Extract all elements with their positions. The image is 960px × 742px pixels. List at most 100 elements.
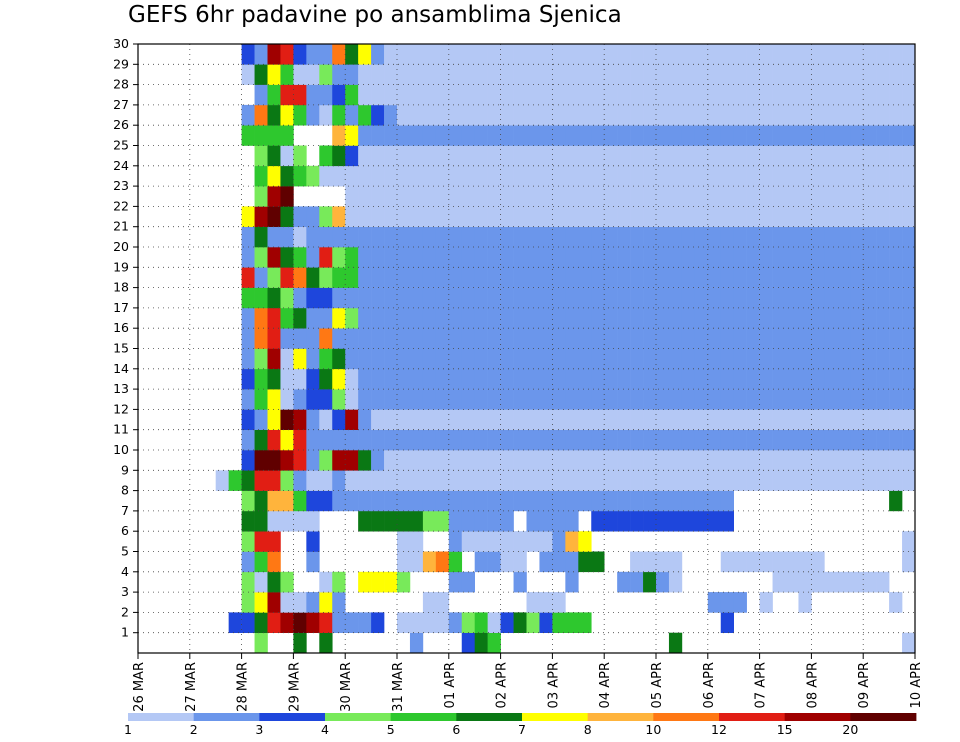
heatmap-cell bbox=[552, 409, 566, 430]
heatmap-cell bbox=[539, 592, 553, 613]
heatmap-cell bbox=[876, 206, 890, 227]
heatmap-cell bbox=[591, 206, 605, 227]
chart-title: GEFS 6hr padavine po ansamblima Sjenica bbox=[128, 2, 622, 28]
heatmap-cell bbox=[643, 571, 657, 593]
heatmap-cell bbox=[681, 226, 696, 248]
heatmap-cell bbox=[565, 165, 579, 187]
heatmap-cell bbox=[889, 64, 903, 85]
heatmap-cell bbox=[474, 145, 488, 167]
heatmap-cell bbox=[526, 348, 540, 370]
heatmap-cell bbox=[694, 145, 709, 167]
heatmap-cell bbox=[358, 368, 372, 390]
heatmap-cell bbox=[293, 510, 307, 532]
heatmap-cell bbox=[448, 450, 463, 471]
heatmap-cell bbox=[397, 247, 411, 268]
heatmap-cell bbox=[487, 104, 501, 126]
heatmap-cell bbox=[267, 186, 281, 207]
heatmap-cell bbox=[863, 125, 877, 146]
heatmap-cell bbox=[604, 145, 618, 167]
heatmap-cell bbox=[358, 450, 372, 471]
heatmap-cell bbox=[345, 84, 359, 106]
heatmap-cell bbox=[630, 551, 644, 573]
heatmap-cell bbox=[552, 592, 566, 613]
heatmap-cell bbox=[461, 632, 475, 654]
heatmap-cell bbox=[733, 44, 747, 65]
heatmap-cell bbox=[332, 226, 346, 248]
heatmap-cell bbox=[409, 307, 424, 329]
heatmap-cell bbox=[720, 490, 734, 512]
heatmap-cell bbox=[539, 247, 553, 268]
heatmap-cell bbox=[772, 450, 786, 471]
heatmap-cell bbox=[539, 368, 553, 390]
heatmap-cell bbox=[513, 450, 527, 471]
heatmap-cell bbox=[643, 104, 657, 126]
heatmap-cell bbox=[526, 612, 540, 633]
heatmap-cell bbox=[772, 307, 786, 329]
heatmap-cell bbox=[461, 104, 475, 126]
heatmap-cell bbox=[384, 165, 398, 187]
heatmap-cell bbox=[643, 389, 657, 410]
heatmap-cell bbox=[811, 429, 825, 451]
heatmap-cell bbox=[280, 409, 294, 430]
heatmap-cell bbox=[267, 84, 281, 106]
heatmap-cell bbox=[850, 64, 864, 85]
heatmap-cell bbox=[565, 287, 579, 309]
heatmap-cell bbox=[772, 368, 786, 390]
heatmap-cell bbox=[435, 409, 450, 430]
heatmap-cell bbox=[280, 64, 294, 85]
heatmap-cell bbox=[902, 348, 916, 370]
heatmap-cell bbox=[397, 226, 411, 248]
heatmap-cell bbox=[500, 145, 514, 167]
heatmap-cell bbox=[720, 592, 734, 613]
heatmap-cell bbox=[461, 470, 475, 491]
colorbar-label: 12 bbox=[711, 722, 727, 737]
heatmap-cell bbox=[539, 490, 553, 512]
heatmap-cell bbox=[656, 84, 670, 106]
heatmap-cell bbox=[668, 510, 683, 532]
heatmap-cell bbox=[694, 389, 709, 410]
heatmap-cell bbox=[371, 145, 385, 167]
heatmap-cell bbox=[306, 165, 320, 187]
heatmap-cell bbox=[552, 307, 566, 329]
heatmap-cell bbox=[876, 328, 890, 349]
heatmap-cell bbox=[811, 226, 825, 248]
heatmap-cell bbox=[889, 165, 903, 187]
heatmap-cell bbox=[565, 429, 579, 451]
heatmap-cell bbox=[746, 104, 760, 126]
heatmap-cell bbox=[448, 490, 463, 512]
heatmap-cell bbox=[876, 571, 890, 593]
heatmap-cell bbox=[461, 531, 475, 552]
heatmap-cell bbox=[565, 247, 579, 268]
y-tick-label: 15 bbox=[113, 341, 129, 356]
heatmap-cell bbox=[409, 145, 424, 167]
heatmap-cell bbox=[254, 450, 268, 471]
heatmap-cell bbox=[280, 287, 294, 309]
heatmap-cell bbox=[306, 247, 320, 268]
heatmap-cell bbox=[643, 409, 657, 430]
heatmap-cell bbox=[306, 368, 320, 390]
heatmap-cell bbox=[720, 44, 734, 65]
heatmap-cell bbox=[384, 64, 398, 85]
heatmap-cell bbox=[746, 307, 760, 329]
heatmap-cell bbox=[837, 389, 851, 410]
heatmap-cell bbox=[720, 389, 734, 410]
heatmap-cell bbox=[500, 470, 514, 491]
heatmap-cell bbox=[409, 510, 424, 532]
heatmap-cell bbox=[759, 145, 773, 167]
heatmap-cell bbox=[345, 247, 359, 268]
heatmap-cell bbox=[889, 450, 903, 471]
heatmap-cell bbox=[863, 348, 877, 370]
heatmap-cell bbox=[267, 510, 281, 532]
heatmap-cell bbox=[384, 348, 398, 370]
heatmap-cell bbox=[565, 470, 579, 491]
heatmap-cell bbox=[552, 104, 566, 126]
heatmap-cell bbox=[409, 226, 424, 248]
heatmap-cell bbox=[409, 470, 424, 491]
heatmap-cell bbox=[850, 389, 864, 410]
colorbar-swatch bbox=[128, 713, 195, 721]
heatmap-cell bbox=[371, 490, 385, 512]
heatmap-cell bbox=[889, 429, 903, 451]
heatmap-cell bbox=[798, 165, 812, 187]
heatmap-cell bbox=[656, 145, 670, 167]
heatmap-cell bbox=[487, 307, 501, 329]
